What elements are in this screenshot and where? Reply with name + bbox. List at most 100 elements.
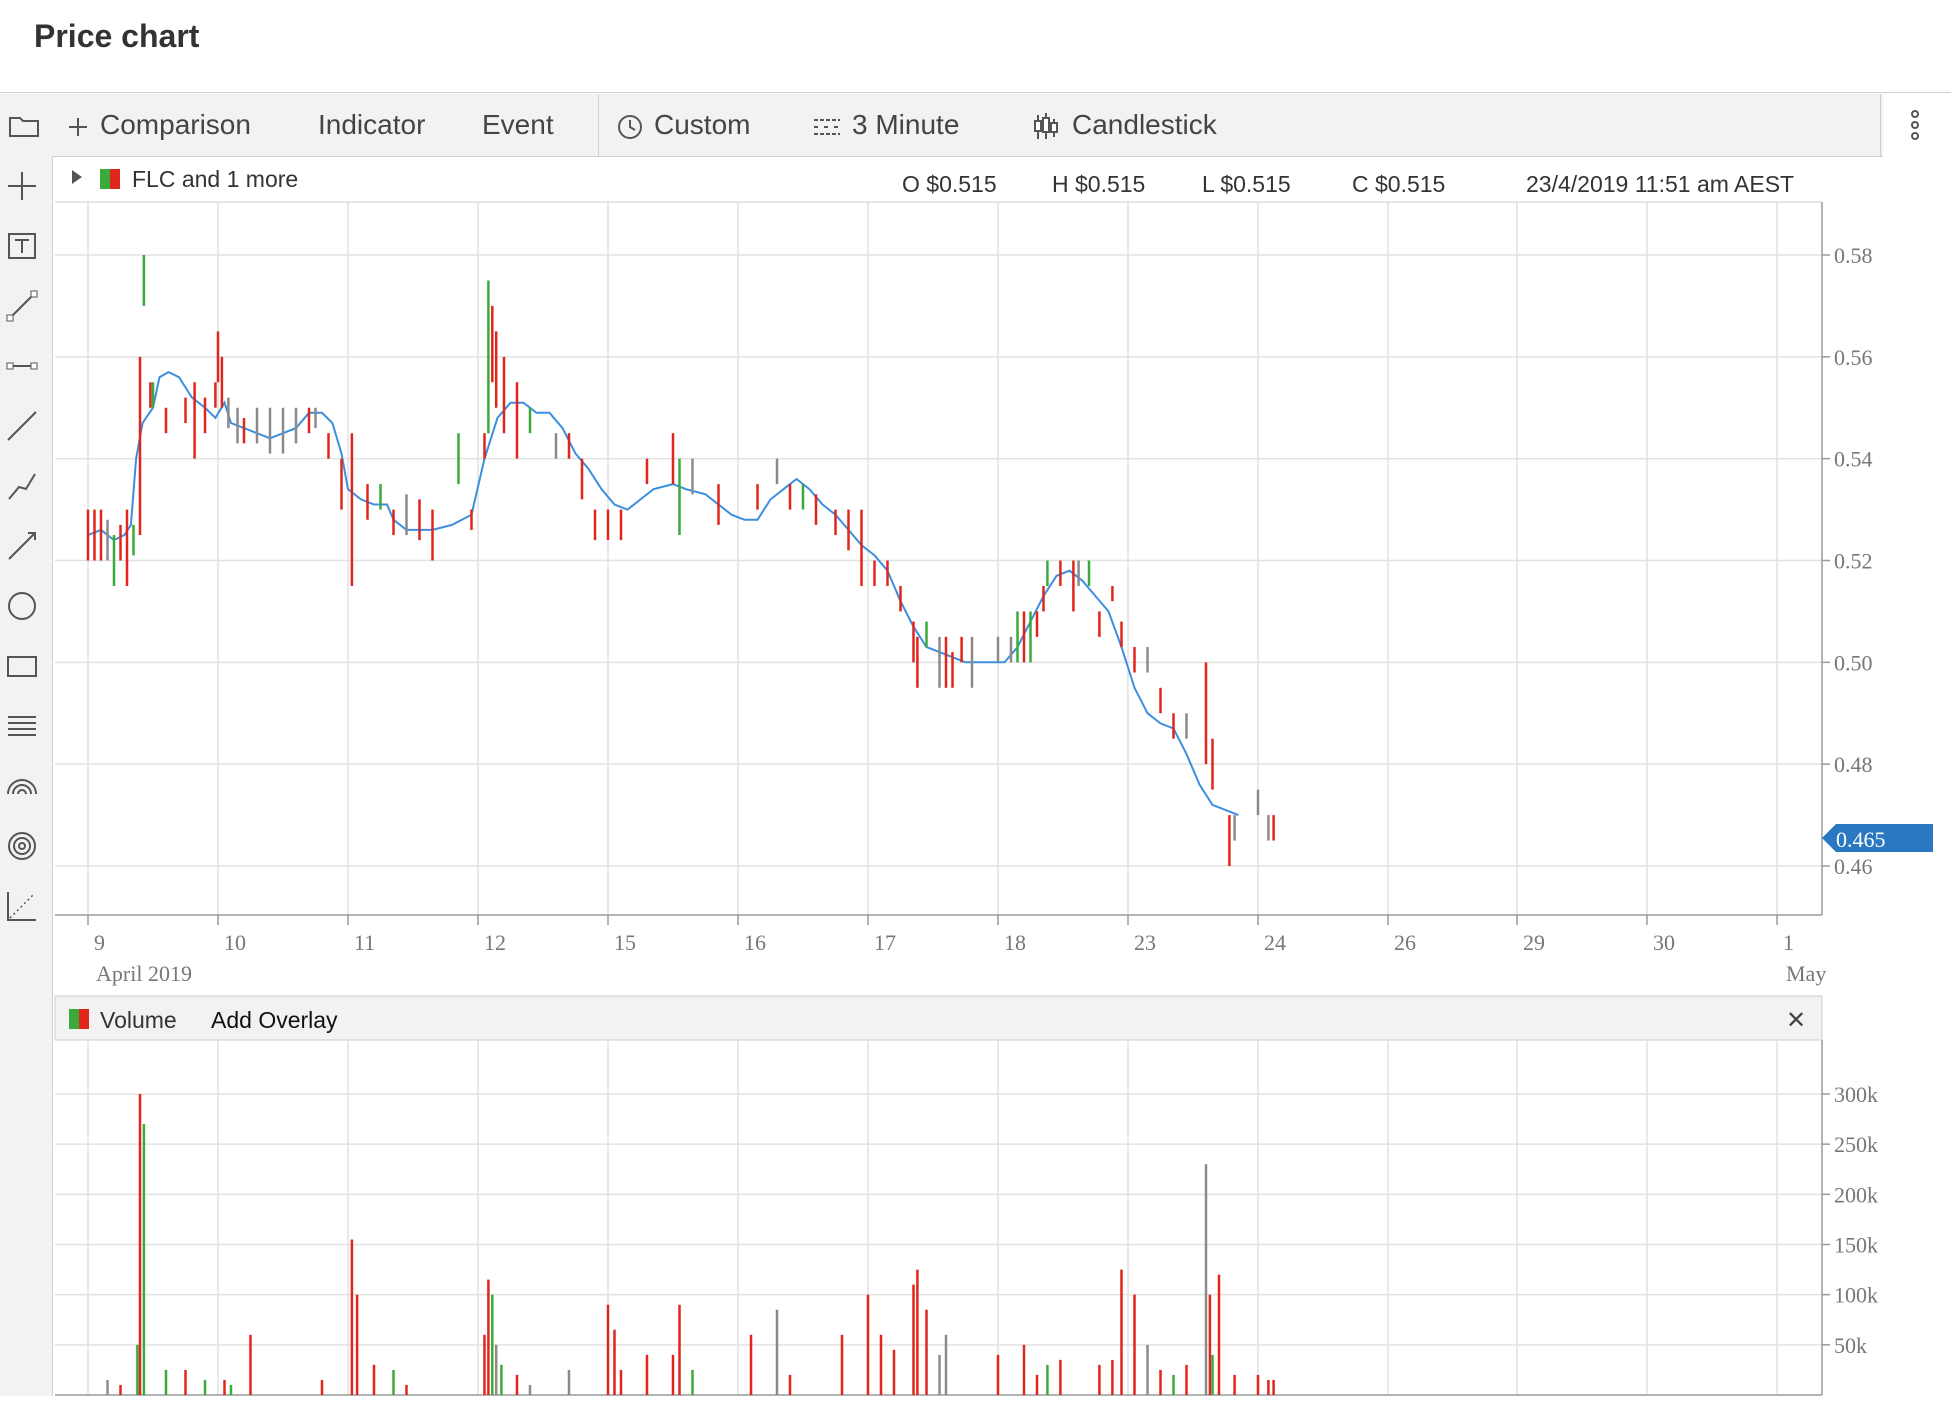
x-tick-label: 26 (1394, 930, 1416, 955)
legend-open: O $0.515 (902, 171, 997, 197)
volume-y-tick-label: 300k (1834, 1082, 1878, 1107)
plus-icon (69, 117, 87, 136)
add-overlay-link[interactable]: Add Overlay (211, 1007, 338, 1033)
volume-y-tick-label: 200k (1834, 1182, 1878, 1207)
last-price-label: 0.465 (1836, 827, 1886, 852)
continuous-line-tool[interactable] (4, 468, 40, 504)
x-tick-label: 24 (1264, 930, 1286, 955)
x-tick-label: 1 (1783, 930, 1794, 955)
interval-icon (814, 118, 840, 135)
segment-icon (6, 290, 38, 322)
ray-icon (8, 532, 36, 560)
continuous-line-icon (8, 473, 36, 500)
folder-button[interactable] (6, 108, 42, 144)
ellipse-icon (8, 592, 36, 620)
volume-panel-header (54, 995, 1823, 1041)
legend-close: C $0.515 (1352, 171, 1446, 197)
interval-label: 3 Minute (852, 109, 960, 140)
x-tick-label: 16 (744, 930, 766, 955)
y-tick-label: 0.50 (1834, 650, 1873, 675)
ray-tool[interactable] (4, 528, 40, 564)
y-tick-label: 0.46 (1834, 854, 1873, 879)
line-tool[interactable] (4, 408, 40, 444)
legend-high: H $0.515 (1052, 171, 1146, 197)
line-icon (7, 411, 37, 441)
legend-timestamp: 23/4/2019 11:51 am AEST (1526, 171, 1795, 197)
series-color-swatch (100, 169, 110, 189)
x-tick-label: 23 (1134, 930, 1156, 955)
rectangle-tool[interactable] (4, 648, 40, 684)
ellipse-tool[interactable] (4, 588, 40, 624)
date-x-axis: 9 10 11 12 15 16 17 18 23 24 26 29 30 1 (87, 915, 1794, 955)
chart-type-label: Candlestick (1072, 109, 1217, 140)
interval-button[interactable]: 3 Minute (812, 94, 959, 156)
last-price-tag: 0.465 (1822, 824, 1933, 852)
range-button[interactable]: Custom (616, 94, 750, 156)
price-y-axis: 0.58 0.56 0.54 0.52 0.50 0.48 0.46 (1822, 243, 1873, 879)
measure-icon (6, 362, 38, 370)
price-grid (55, 202, 1822, 915)
comparison-label: Comparison (100, 109, 251, 140)
y-tick-label: 0.54 (1834, 447, 1873, 472)
fibonacci-icon (8, 716, 36, 736)
comparison-button[interactable]: Comparison (66, 94, 251, 156)
volume-y-tick-label: 100k (1834, 1283, 1878, 1308)
legend-low: L $0.515 (1202, 171, 1291, 197)
range-label: Custom (654, 109, 751, 140)
measure-tool[interactable] (4, 348, 40, 384)
series-color-swatch-down (110, 169, 120, 189)
menu-dots-button[interactable] (1900, 104, 1930, 146)
crosshair-icon (8, 172, 36, 200)
x-sublabel-may: May (1786, 961, 1826, 986)
legend-row: FLC and 1 more O $0.515 H $0.515 L $0.51… (70, 160, 1822, 198)
close-volume-panel-icon[interactable]: ✕ (1786, 1007, 1806, 1034)
arc-tool[interactable] (4, 768, 40, 804)
volume-y-tick-label: 250k (1834, 1132, 1878, 1157)
toolbar-separator (598, 94, 599, 156)
x-tick-label: 10 (224, 930, 246, 955)
volume-legend-swatch-down (79, 1009, 89, 1029)
x-tick-label: 15 (614, 930, 636, 955)
segment-tool[interactable] (4, 288, 40, 324)
x-tick-label: 11 (354, 930, 375, 955)
projection-tool[interactable] (4, 888, 40, 924)
y-tick-label: 0.58 (1834, 243, 1873, 268)
series-symbol[interactable]: FLC and 1 more (132, 166, 299, 192)
expand-legend-icon[interactable] (72, 170, 82, 184)
volume-panel-title: Volume (100, 1007, 177, 1033)
chart-type-button[interactable]: Candlestick (1030, 94, 1217, 156)
y-tick-label: 0.52 (1834, 549, 1873, 574)
volume-legend-swatch-up (69, 1009, 79, 1029)
text-tool[interactable] (4, 228, 40, 264)
x-tick-label: 29 (1523, 930, 1545, 955)
crosshair-tool[interactable] (4, 168, 40, 204)
indicator-button[interactable]: Indicator (318, 109, 426, 140)
x-sublabel-april: April 2019 (96, 961, 192, 986)
x-tick-label: 18 (1004, 930, 1026, 955)
header-divider (0, 92, 1951, 93)
price-tag-shape (1822, 824, 1933, 852)
ohlc-bars (86, 255, 1275, 866)
event-button[interactable]: Event (482, 109, 554, 140)
clock-icon (618, 114, 642, 139)
moving-average-line (87, 370, 1239, 817)
fibonacci-tool[interactable] (4, 708, 40, 744)
menu-dots-icon (1911, 110, 1919, 140)
moving-average-series (87, 370, 1239, 817)
x-tick-label: 9 (94, 930, 105, 955)
rectangle-icon (7, 656, 37, 677)
arc-icon (7, 779, 37, 795)
chart-toolbar: Comparison Indicator Event Custom 3 Minu… (0, 94, 1883, 157)
y-tick-label: 0.48 (1834, 752, 1873, 777)
circles-tool[interactable] (4, 828, 40, 864)
toolbar-separator (1880, 94, 1881, 156)
text-tool-icon (8, 233, 36, 259)
folder-icon (9, 117, 39, 137)
page-title: Price chart (34, 18, 200, 54)
x-tick-label: 30 (1653, 930, 1675, 955)
y-tick-label: 0.56 (1834, 345, 1873, 370)
candlestick-icon (1034, 112, 1058, 139)
volume-y-tick-label: 150k (1834, 1233, 1878, 1258)
volume-y-axis: 300k 250k 200k 150k 100k 50k (1822, 1082, 1878, 1358)
volume-grid (55, 1040, 1822, 1395)
